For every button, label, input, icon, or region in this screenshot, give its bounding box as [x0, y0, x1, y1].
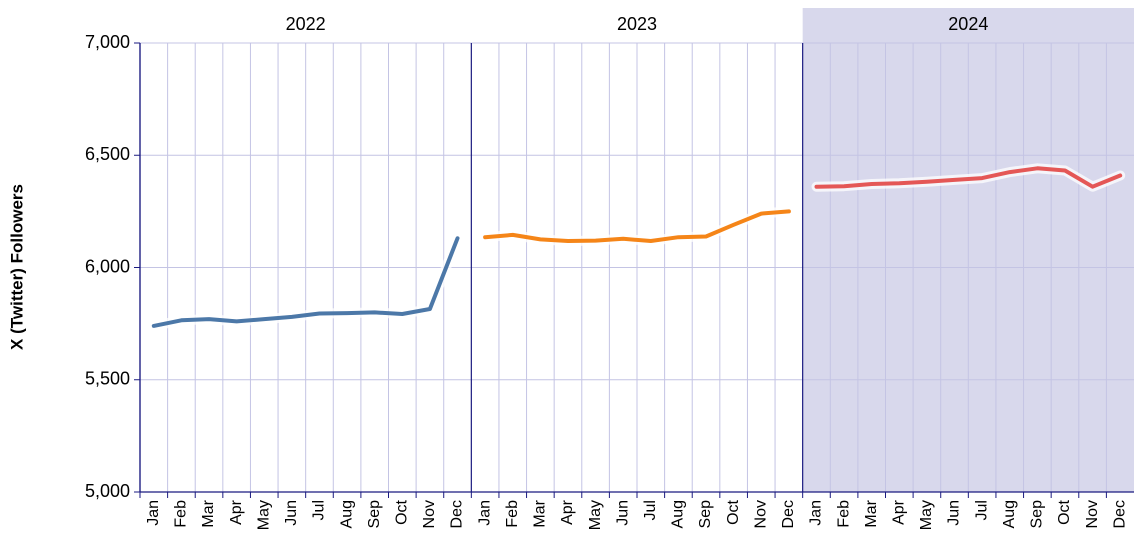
x-tick-label: Apr: [228, 499, 245, 525]
grid: [140, 42, 1134, 493]
x-tick-label: May: [918, 500, 935, 530]
facet-title: 2024: [948, 14, 988, 34]
x-tick-label: Jan: [476, 500, 493, 526]
axes: [134, 42, 1134, 498]
x-tick-label: Oct: [394, 499, 411, 524]
x-tick-label: Nov: [752, 500, 769, 528]
lines: [148, 163, 1126, 331]
x-tick-label: Jun: [614, 500, 631, 526]
x-tick-label: May: [587, 500, 604, 530]
x-tick-label: Nov: [421, 500, 438, 528]
y-axis-title: X (Twitter) Followers: [7, 184, 26, 350]
x-tick-label: Sep: [1029, 500, 1046, 529]
line: [483, 209, 791, 243]
x-tick-label: Aug: [1001, 500, 1018, 528]
x-tick-label: Dec: [1111, 500, 1128, 528]
x-tick-label: Dec: [449, 500, 466, 528]
x-tick-label: Jun: [283, 500, 300, 526]
x-tick-label: Jan: [808, 500, 825, 526]
x-tick-label: Aug: [670, 500, 687, 528]
x-tick-label: May: [255, 500, 272, 530]
x-tick-label: Oct: [725, 499, 742, 524]
x-tick-label: Mar: [532, 499, 549, 527]
y-tick-label: 7,000: [85, 32, 130, 52]
x-tick-label: Feb: [173, 500, 190, 528]
x-tick-label: Jan: [145, 500, 162, 526]
facet-title: 2023: [617, 14, 657, 34]
y-tick-label: 6,500: [85, 144, 130, 164]
line: [814, 166, 1123, 189]
x-tick-label: Apr: [891, 499, 908, 525]
y-tick-label: 6,000: [85, 256, 130, 276]
line: [151, 236, 460, 328]
x-tick-label: Mar: [863, 499, 880, 527]
x-tick-label: Jul: [642, 500, 659, 520]
x-tick-label: Mar: [200, 499, 217, 527]
y-tick-label: 5,000: [85, 481, 130, 501]
x-tick-label: Dec: [780, 500, 797, 528]
facet-title: 2022: [286, 14, 326, 34]
x-tick-label: Apr: [559, 499, 576, 525]
y-tick-label: 5,500: [85, 369, 130, 389]
x-tick-label: Oct: [1056, 499, 1073, 524]
x-tick-label: Feb: [835, 500, 852, 528]
x-tick-label: Nov: [1084, 500, 1101, 528]
x-tick-label: Feb: [504, 500, 521, 528]
x-tick-label: Jul: [311, 500, 328, 520]
x-tick-label: Jul: [973, 500, 990, 520]
x-tick-label: Sep: [366, 500, 383, 529]
x-tick-label: Aug: [338, 500, 355, 528]
x-tick-label: Sep: [697, 500, 714, 529]
x-tick-label: Jun: [946, 500, 963, 526]
